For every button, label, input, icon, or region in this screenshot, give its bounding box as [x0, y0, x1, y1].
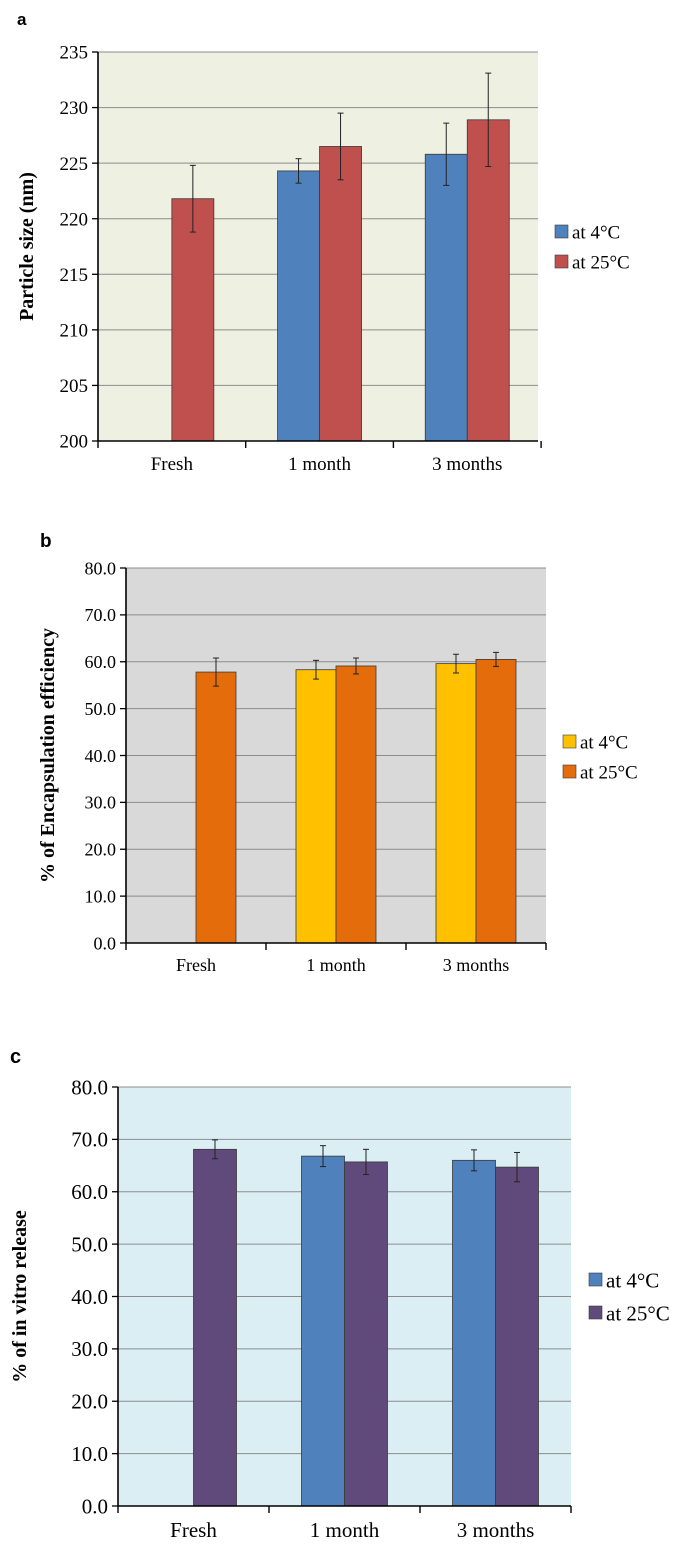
- panel-letter: a: [17, 10, 27, 29]
- y-axis-title: % of Encapsulation efficiency: [37, 628, 59, 883]
- chart-c: c 0.0 10.0 20.0 30.0 40.0 50.0 60.0 70.0 80.0 % of…: [9, 1046, 670, 1542]
- x-tick-label: 3 months: [457, 1518, 535, 1542]
- y-tick-label: 10.0: [85, 886, 117, 906]
- bar-b-2-0: [435, 663, 477, 944]
- bar-c-1-1: [344, 1161, 388, 1507]
- y-tick-label: 235: [60, 43, 89, 64]
- legend-swatch: [588, 1305, 603, 1320]
- x-tick-label: 1 month: [310, 1518, 380, 1542]
- legend-label: at 25°C: [572, 253, 630, 274]
- y-tick-label: 225: [60, 154, 89, 175]
- legend-label: at 25°C: [606, 1301, 670, 1325]
- bar-b-0-1: [195, 671, 237, 944]
- y-tick-label: 70.0: [71, 1128, 108, 1152]
- y-axis-title: % of in vitro release: [9, 1210, 31, 1383]
- legend-label: at 25°C: [580, 763, 638, 784]
- y-tick-label: 40.0: [85, 746, 117, 766]
- y-axis-title: Particle size (nm): [16, 172, 38, 321]
- y-tick-label: 20.0: [71, 1390, 108, 1414]
- error-bar: [471, 1149, 477, 1172]
- y-tick-label: 230: [60, 98, 89, 119]
- bar-a-2-1: [466, 119, 510, 442]
- bar-c-2-1: [495, 1166, 539, 1507]
- x-tick-label: 3 months: [432, 454, 502, 475]
- y-tick-label: 70.0: [85, 605, 117, 625]
- legend-swatch: [562, 734, 577, 749]
- error-bar: [363, 1148, 369, 1175]
- x-tick-label: 3 months: [443, 955, 510, 975]
- y-tick-label: 215: [60, 265, 89, 286]
- chart-b: b 0.0 10.0 20.0 30.0 40.0 50.0 60.0 70.0 80.0 % of…: [37, 531, 638, 975]
- legend-label: at 4°C: [606, 1268, 659, 1292]
- legend-swatch: [588, 1272, 603, 1287]
- bar-b-1-0: [295, 669, 337, 944]
- x-tick-label: Fresh: [151, 454, 194, 475]
- legend: at 4°C at 25°C: [554, 223, 630, 274]
- bar-a-1-0: [277, 170, 320, 442]
- x-tick-label: Fresh: [176, 955, 216, 975]
- legend: at 4°C at 25°C: [588, 1268, 670, 1325]
- error-bar: [493, 651, 499, 667]
- y-tick-label: 60.0: [71, 1180, 108, 1204]
- y-tick-label: 220: [60, 209, 89, 230]
- error-bar: [320, 1145, 326, 1168]
- y-tick-label: 20.0: [85, 840, 117, 860]
- error-bar: [443, 122, 450, 186]
- bar-a-0-1: [171, 198, 215, 442]
- legend-label: at 4°C: [572, 223, 620, 244]
- y-tick-label: 0.0: [94, 933, 117, 953]
- y-tick-label: 30.0: [71, 1337, 108, 1361]
- y-tick-label: 10.0: [71, 1442, 108, 1466]
- error-bar: [514, 1151, 520, 1183]
- bar-a-2-0: [424, 153, 468, 442]
- error-bar: [453, 653, 459, 674]
- legend-swatch: [554, 254, 569, 269]
- y-tick-label: 205: [60, 376, 89, 397]
- y-tick-label: 210: [60, 321, 89, 342]
- y-tick-label: 50.0: [85, 699, 117, 719]
- chart-a: a 200 205 210 215 220 225 230 235 Particle size (…: [16, 10, 630, 475]
- x-tick-label: 1 month: [306, 955, 366, 975]
- y-tick-label: 80.0: [85, 558, 117, 578]
- error-bar: [313, 659, 319, 680]
- panel-letter: b: [40, 531, 52, 552]
- bar-b-2-1: [475, 659, 517, 944]
- bar-c-0-1: [193, 1148, 237, 1507]
- panel-letter: c: [10, 1046, 21, 1068]
- legend-swatch: [562, 764, 577, 779]
- error-bar: [213, 657, 219, 687]
- y-tick-label: 60.0: [85, 652, 117, 672]
- error-bar: [295, 158, 302, 184]
- y-tick-label: 200: [60, 432, 89, 453]
- legend-swatch: [554, 224, 569, 239]
- y-tick-label: 50.0: [71, 1232, 108, 1256]
- y-tick-label: 0.0: [82, 1494, 108, 1518]
- legend: at 4°C at 25°C: [562, 733, 638, 784]
- bar-c-2-0: [452, 1159, 496, 1507]
- bar-b-1-1: [335, 665, 377, 944]
- bar-a-1-1: [319, 146, 362, 442]
- error-bar: [337, 112, 344, 181]
- error-bar: [189, 164, 196, 233]
- error-bar: [485, 72, 492, 167]
- legend-label: at 4°C: [580, 733, 628, 754]
- y-tick-label: 30.0: [85, 793, 117, 813]
- y-tick-label: 40.0: [71, 1285, 108, 1309]
- bar-c-1-0: [301, 1155, 345, 1507]
- error-bar: [353, 657, 359, 675]
- x-tick-label: Fresh: [170, 1518, 217, 1542]
- y-tick-label: 80.0: [71, 1075, 108, 1099]
- error-bar: [212, 1139, 218, 1160]
- x-tick-label: 1 month: [288, 454, 351, 475]
